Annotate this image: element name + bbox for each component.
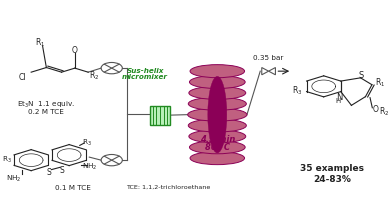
FancyBboxPatch shape — [150, 106, 170, 125]
Ellipse shape — [208, 77, 227, 153]
Text: TCE: 1,1,2-trichloroethane: TCE: 1,1,2-trichloroethane — [126, 184, 210, 189]
Ellipse shape — [190, 65, 245, 78]
Text: S: S — [59, 165, 64, 174]
Ellipse shape — [189, 87, 246, 100]
Text: O: O — [372, 105, 378, 114]
Ellipse shape — [188, 109, 247, 122]
Ellipse shape — [188, 119, 246, 132]
Text: Cl: Cl — [19, 73, 27, 82]
Text: NH$_2$: NH$_2$ — [5, 173, 21, 183]
Text: Sus-helix: Sus-helix — [126, 67, 164, 73]
Text: R$_1$: R$_1$ — [35, 37, 45, 49]
Text: O: O — [72, 46, 78, 54]
Text: 0.35 bar: 0.35 bar — [254, 55, 284, 61]
Text: 24-83%: 24-83% — [314, 174, 351, 183]
Text: S: S — [47, 167, 51, 176]
Text: NH$_2$: NH$_2$ — [82, 161, 97, 171]
Text: 80 °C: 80 °C — [205, 142, 230, 151]
Ellipse shape — [188, 98, 246, 111]
Ellipse shape — [190, 76, 245, 89]
Text: micromixer: micromixer — [122, 73, 168, 79]
Text: 0.1 M TCE: 0.1 M TCE — [55, 184, 91, 190]
Text: 35 examples: 35 examples — [300, 163, 364, 172]
Ellipse shape — [190, 141, 245, 154]
Text: 4.5 min: 4.5 min — [200, 135, 235, 144]
Text: R$_3$: R$_3$ — [292, 84, 302, 96]
Ellipse shape — [189, 130, 246, 143]
Text: R$_3$: R$_3$ — [2, 154, 12, 164]
Text: R$_2$: R$_2$ — [379, 105, 389, 118]
Text: R$_3$: R$_3$ — [82, 137, 92, 147]
Text: R$_1$: R$_1$ — [375, 76, 385, 89]
Text: R$_2$: R$_2$ — [89, 69, 100, 81]
Text: S: S — [359, 71, 364, 80]
Text: Et$_3$N  1.1 equiv.: Et$_3$N 1.1 equiv. — [17, 99, 76, 109]
Text: N: N — [336, 92, 342, 101]
Text: 0.2 M TCE: 0.2 M TCE — [28, 108, 64, 114]
Text: H: H — [335, 98, 341, 104]
Ellipse shape — [190, 152, 245, 165]
